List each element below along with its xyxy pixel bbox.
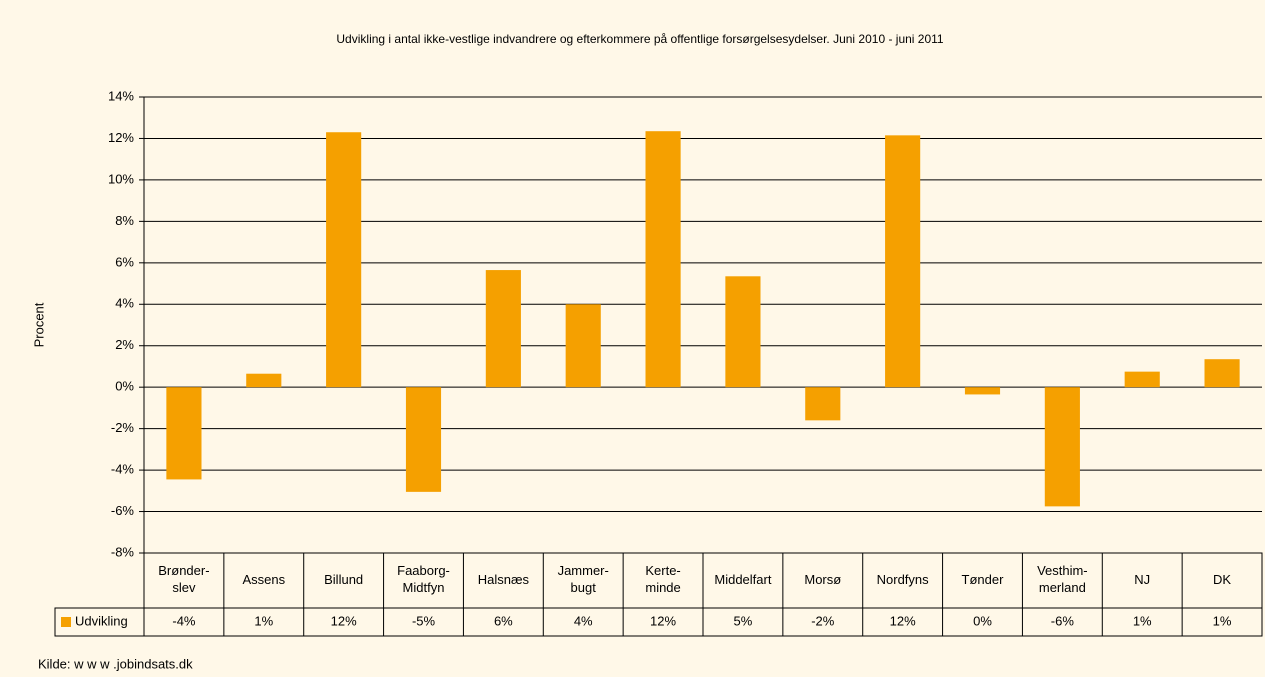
- bar: [1124, 371, 1160, 388]
- x-tick-label-line: minde: [645, 580, 680, 595]
- x-tick-label-line: Faaborg-: [397, 563, 450, 578]
- y-tick-label: 14%: [108, 88, 134, 103]
- x-tick-label: Vesthim-merland: [1037, 563, 1088, 595]
- data-label: -4%: [172, 613, 196, 628]
- bar: [485, 270, 521, 388]
- data-label: 1%: [1133, 613, 1152, 628]
- bar: [246, 373, 282, 388]
- y-tick-label: 10%: [108, 171, 134, 186]
- x-tick-label: Morsø: [804, 572, 841, 587]
- x-tick-label: Kerte-minde: [645, 563, 680, 595]
- x-tick-label: Faaborg- Midtfyn: [397, 563, 450, 595]
- x-tick-label-line: Kerte-: [645, 563, 680, 578]
- x-tick-label-line: Brønder-: [158, 563, 209, 578]
- bar: [565, 304, 601, 388]
- bar: [964, 387, 1001, 395]
- data-label: 12%: [650, 613, 676, 628]
- x-tick-label: Brønder-slev: [158, 563, 209, 595]
- y-tick-label: 4%: [115, 296, 134, 311]
- bar: [805, 387, 841, 421]
- x-tick-label-line: Midtfyn: [403, 580, 445, 595]
- data-label: -5%: [412, 613, 436, 628]
- x-tick-label-line: slev: [172, 580, 196, 595]
- bar: [1044, 387, 1080, 507]
- bar: [645, 131, 681, 388]
- x-tick-label-line: merland: [1039, 580, 1086, 595]
- x-tick-label: Assens: [242, 572, 285, 587]
- bar: [1204, 359, 1240, 388]
- legend-swatch: [61, 617, 71, 627]
- x-tick-label: Billund: [324, 572, 363, 587]
- bar: [326, 132, 362, 388]
- bar: [725, 276, 761, 388]
- data-label: 1%: [1213, 613, 1232, 628]
- data-label: 1%: [254, 613, 273, 628]
- source: Kilde: w w w .jobindsats.dk: [38, 656, 193, 671]
- data-label: 12%: [890, 613, 916, 628]
- bar: [405, 387, 442, 492]
- data-label: 0%: [973, 613, 992, 628]
- data-label: -2%: [811, 613, 835, 628]
- chart-title: Udvikling i antal ikke-vestlige indvandr…: [336, 32, 944, 46]
- y-tick-label: 12%: [108, 130, 134, 145]
- y-axis-label: Procent: [31, 302, 46, 347]
- x-tick-label: DK: [1213, 572, 1231, 587]
- bar: [166, 387, 202, 480]
- data-label: -6%: [1051, 613, 1075, 628]
- data-label: 4%: [574, 613, 593, 628]
- y-tick-label: -2%: [111, 420, 135, 435]
- y-tick-label: -4%: [111, 462, 135, 477]
- y-tick-label: 2%: [115, 337, 134, 352]
- x-tick-label: Nordfyns: [877, 572, 930, 587]
- y-tick-label: -6%: [111, 503, 135, 518]
- y-tick-label: 8%: [115, 213, 134, 228]
- legend-cell: [54, 607, 145, 637]
- x-tick-label: Middelfart: [714, 572, 771, 587]
- x-tick-label-line: Jammer-: [558, 563, 609, 578]
- x-tick-label: Halsnæs: [478, 572, 530, 587]
- x-tick-label: NJ: [1134, 572, 1150, 587]
- x-tick-label-line: bugt: [571, 580, 597, 595]
- y-tick-label: 0%: [115, 379, 134, 394]
- data-label: 5%: [734, 613, 753, 628]
- x-tick-label: Jammer-bugt: [558, 563, 609, 595]
- data-label: 6%: [494, 613, 513, 628]
- bar: [885, 135, 921, 388]
- y-tick-label: 6%: [115, 254, 134, 269]
- data-label: 12%: [331, 613, 357, 628]
- y-tick-label: -8%: [111, 544, 135, 559]
- x-tick-label: Tønder: [962, 572, 1005, 587]
- legend-label: Udvikling: [75, 613, 128, 628]
- x-tick-label-line: Vesthim-: [1037, 563, 1088, 578]
